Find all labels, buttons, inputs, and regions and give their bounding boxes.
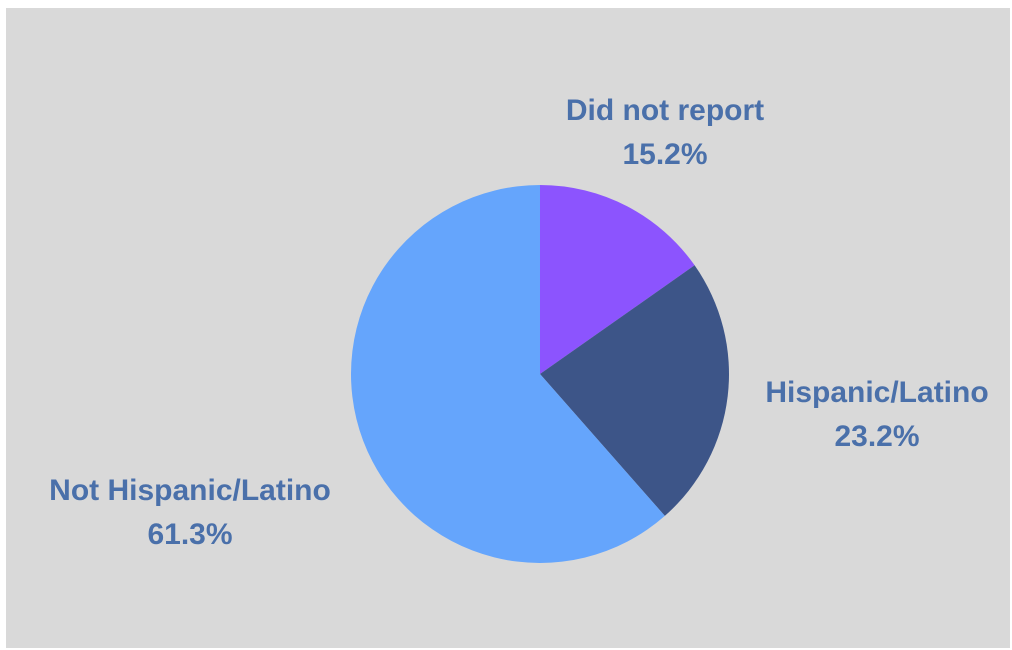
- value-hispanic-latino: 23.2%: [834, 420, 919, 453]
- value-did-not-report: 15.2%: [622, 138, 707, 171]
- label-did-not-report: Did not report: [566, 94, 764, 127]
- pie-slice-did-not-report: [540, 185, 695, 374]
- pie-slices: [351, 185, 729, 563]
- value-not-hispanic-latino: 61.3%: [147, 518, 232, 551]
- label-not-hispanic-latino: Not Hispanic/Latino: [49, 474, 331, 507]
- label-hispanic-latino: Hispanic/Latino: [765, 376, 988, 409]
- pie-slice-not-hispanic-latino: [351, 185, 665, 563]
- pie-slice-hispanic-latino: [540, 265, 729, 516]
